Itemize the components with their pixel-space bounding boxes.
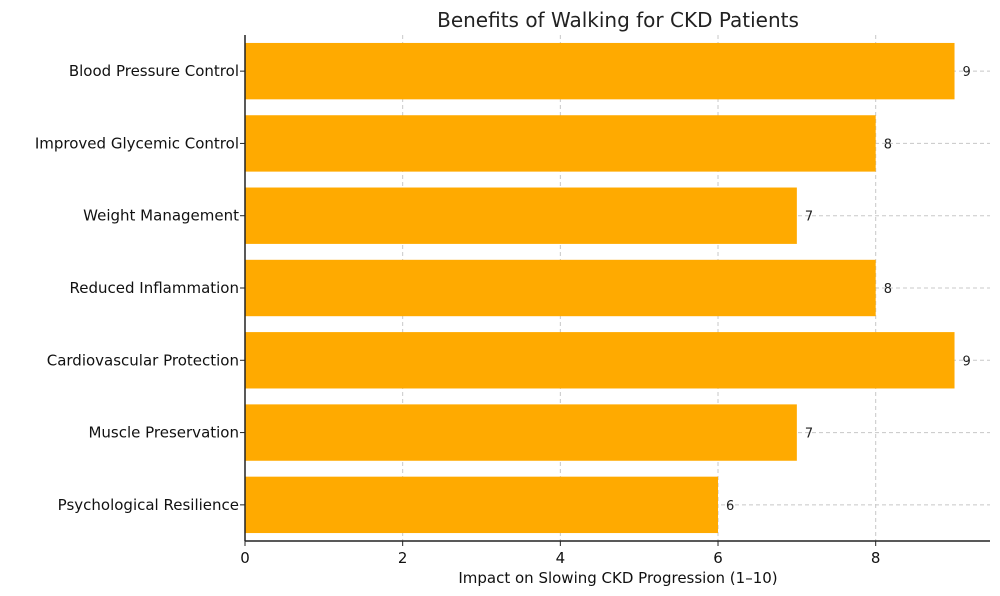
bar (245, 259, 876, 317)
bar (245, 115, 876, 172)
x-tick-labels: 0 2 4 6 8 (240, 541, 880, 567)
bar (245, 476, 719, 534)
bars (245, 42, 955, 534)
category-label: Cardiovascular Protection (47, 351, 239, 369)
x-tick-label: 8 (871, 549, 881, 567)
value-label: 8 (884, 137, 892, 152)
x-axis-title: Impact on Slowing CKD Progression (1–10) (458, 569, 777, 587)
category-label: Muscle Preservation (88, 424, 239, 442)
category-label: Improved Glycemic Control (35, 134, 239, 152)
value-label: 7 (805, 427, 813, 442)
value-labels: 9 8 7 8 9 7 6 (726, 65, 971, 514)
category-label: Psychological Resilience (58, 496, 239, 514)
x-tick-label: 0 (240, 549, 250, 567)
category-label: Reduced Inflammation (70, 279, 240, 297)
value-label: 8 (884, 282, 892, 297)
value-label: 9 (963, 65, 971, 80)
chart-title: Benefits of Walking for CKD Patients (437, 8, 799, 32)
category-label: Weight Management (83, 207, 239, 225)
category-label: Blood Pressure Control (69, 62, 239, 80)
bar (245, 332, 955, 389)
value-label: 9 (963, 354, 971, 369)
category-labels: Blood Pressure Control Improved Glycemic … (35, 62, 245, 514)
x-tick-label: 4 (556, 549, 566, 567)
value-label: 7 (805, 210, 813, 225)
value-label: 6 (726, 499, 734, 514)
bar (245, 42, 955, 100)
x-tick-label: 6 (713, 549, 723, 567)
bar (245, 404, 797, 461)
bar (245, 187, 797, 244)
x-tick-label: 2 (398, 549, 408, 567)
